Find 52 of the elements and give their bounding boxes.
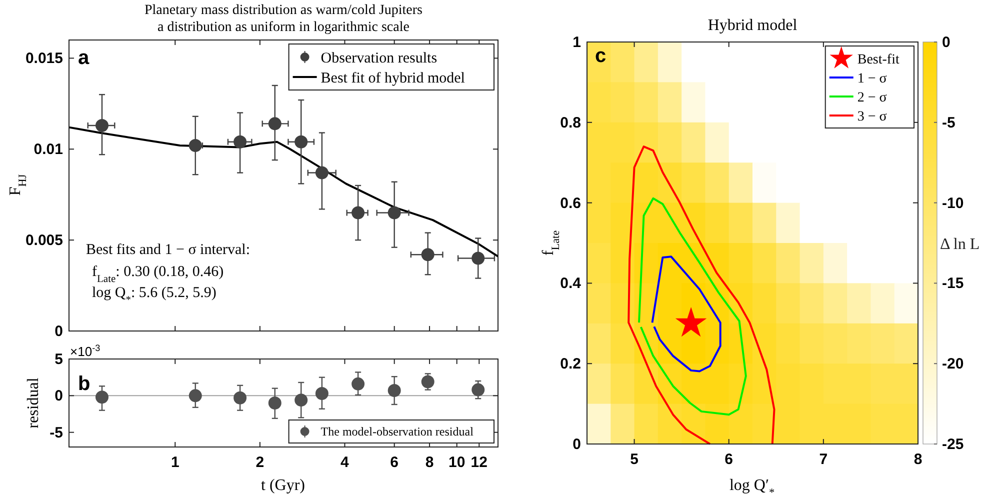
color-bar-label: -15 [942,275,964,292]
y-tick-label: 0.01 [34,141,63,158]
line-series [628,146,776,445]
annotation: f$_{Late}$: 0.30 (0.18, 0.46) [92,264,224,284]
annotation: c [595,45,606,67]
x-tick-label: 6 [390,454,399,471]
color-bar-label: -10 [942,194,964,212]
x-tick-label: 8 [425,454,434,471]
y-tick-label: 0.8 [560,114,581,132]
annotation: ×10$^{-3}$ [70,343,100,359]
y-tick-label: 0.4 [560,275,582,292]
chart-subtitle: a distribution as uniform in logarithmic scale [158,20,410,35]
annotation: log Q$_{*}$: 5.6 (5.2, 5.9) [92,285,216,306]
legend-label: Observation results [320,50,438,66]
annotation: Best fits and 1 − σ interval: [86,242,250,258]
chart-title: Planetary mass distribution as warm/cold Jupiters [144,3,423,18]
color-bar-label: -25 [942,436,964,453]
y-tick-label: 0.2 [560,356,581,373]
color-bar-label: -5 [942,114,956,132]
x-tick-label: 12 [470,454,488,471]
y-tick-label: 0.005 [25,232,63,250]
y-tick-label: 0 [572,436,581,453]
legend-label: The model-observation residual [320,424,474,439]
color-bar-title: Δ ln L [940,236,980,253]
annotation: a [78,47,90,69]
y-tick-label: 0.6 [560,194,581,212]
y-tick-label: 1 [572,34,581,51]
x-tick-label: 1 [170,454,180,471]
color-bar-label: 0 [942,34,950,51]
chart-title: Hybrid model [708,17,798,34]
x-axis-title: t (Gyr) [261,477,305,494]
legend-label: Best-fit [857,52,900,68]
y-tick-label: 0.015 [25,50,63,68]
y-tick-label: 0 [54,323,63,340]
x-tick-label: 10 [448,454,466,471]
legend-label: 1 − σ [857,71,888,86]
x-tick-label: 8 [914,451,922,468]
color-bar-label: -20 [942,356,964,373]
x-tick-label: 5 [630,451,638,468]
legend-label: 3 − σ [857,109,888,124]
x-tick-label: 7 [819,451,828,468]
x-tick-label: 6 [724,451,734,468]
y-tick-label: 0 [54,388,63,405]
y-tick-label: 5 [54,351,63,368]
legend-label: 2 − σ [857,90,888,106]
x-tick-label: 2 [256,454,264,471]
x-tick-label: 4 [340,454,350,471]
annotation: b [78,373,90,395]
x-axis-title: log Q′$_{*}$ [729,477,775,498]
y-axis-title: residual [25,377,42,428]
legend-label: Best fit of hybrid model [320,70,465,86]
y-tick-label: -5 [50,424,63,442]
